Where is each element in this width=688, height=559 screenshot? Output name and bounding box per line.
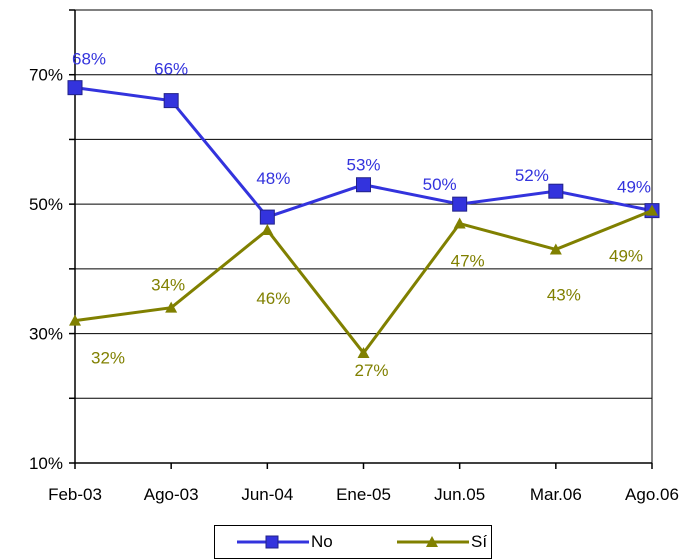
data-point-si <box>357 346 370 358</box>
legend: No Sí <box>214 525 492 559</box>
data-label-no: 50% <box>423 175 457 194</box>
y-axis-ticks: 10% 30% 50% 70% <box>29 9 75 473</box>
series-line-no <box>74 86 653 219</box>
data-point-si <box>646 204 658 216</box>
x-tick-label: Feb-03 <box>48 485 102 504</box>
x-axis-ticks: Feb-03 Ago-03 Jun-04 Ene-05 Jun.05 Mar.06 Ago.… <box>48 463 679 504</box>
data-label-si: 43% <box>547 285 581 304</box>
data-point-no <box>452 196 468 212</box>
data-label-si: 27% <box>354 361 388 380</box>
legend-swatch-si <box>397 536 469 547</box>
x-tick-label: Ene-05 <box>336 485 391 504</box>
data-label-no: 48% <box>256 169 290 188</box>
data-label-no: 49% <box>617 178 651 197</box>
data-label-si: 49% <box>609 247 643 266</box>
legend-swatch-no <box>237 535 309 549</box>
data-point-si <box>261 224 274 236</box>
data-point-no <box>356 177 371 193</box>
data-label-no: 53% <box>346 156 380 175</box>
data-labels-layer: 68% 66% 48% 53% 50% 52% 49% 32% 34% 46% 27% 47% 43% 4… <box>72 50 651 380</box>
data-label-no: 52% <box>515 166 549 185</box>
x-tick-label: Mar.06 <box>530 485 582 504</box>
series-layer <box>67 80 660 358</box>
gridlines <box>75 9 652 399</box>
data-point-no <box>259 209 275 225</box>
y-tick-label: 70% <box>29 66 63 85</box>
x-tick-label: Ago-03 <box>144 485 199 504</box>
legend-item-no: No <box>235 526 333 558</box>
x-tick-label: Jun-04 <box>241 485 293 504</box>
x-tick-label: Ago.06 <box>625 485 679 504</box>
y-tick-label: 50% <box>29 195 63 214</box>
data-label-no: 66% <box>154 60 188 79</box>
data-point-no <box>163 93 179 109</box>
data-point-si <box>453 217 466 229</box>
data-label-si: 32% <box>91 349 125 368</box>
data-point-si <box>165 301 178 313</box>
data-label-si: 47% <box>451 252 485 271</box>
y-tick-label: 30% <box>29 325 63 344</box>
data-point-no <box>548 183 564 199</box>
legend-label-no: No <box>311 532 333 551</box>
data-label-si: 34% <box>151 276 185 295</box>
data-label-si: 46% <box>256 289 290 308</box>
data-point-si <box>549 243 562 255</box>
legend-label-si: Sí <box>471 532 488 551</box>
data-point-si <box>69 314 81 326</box>
x-tick-label: Jun.05 <box>434 485 485 504</box>
legend-item-si: Sí <box>395 526 487 558</box>
data-point-no <box>67 80 83 96</box>
data-label-no: 68% <box>72 50 106 69</box>
y-tick-label: 10% <box>29 454 63 473</box>
